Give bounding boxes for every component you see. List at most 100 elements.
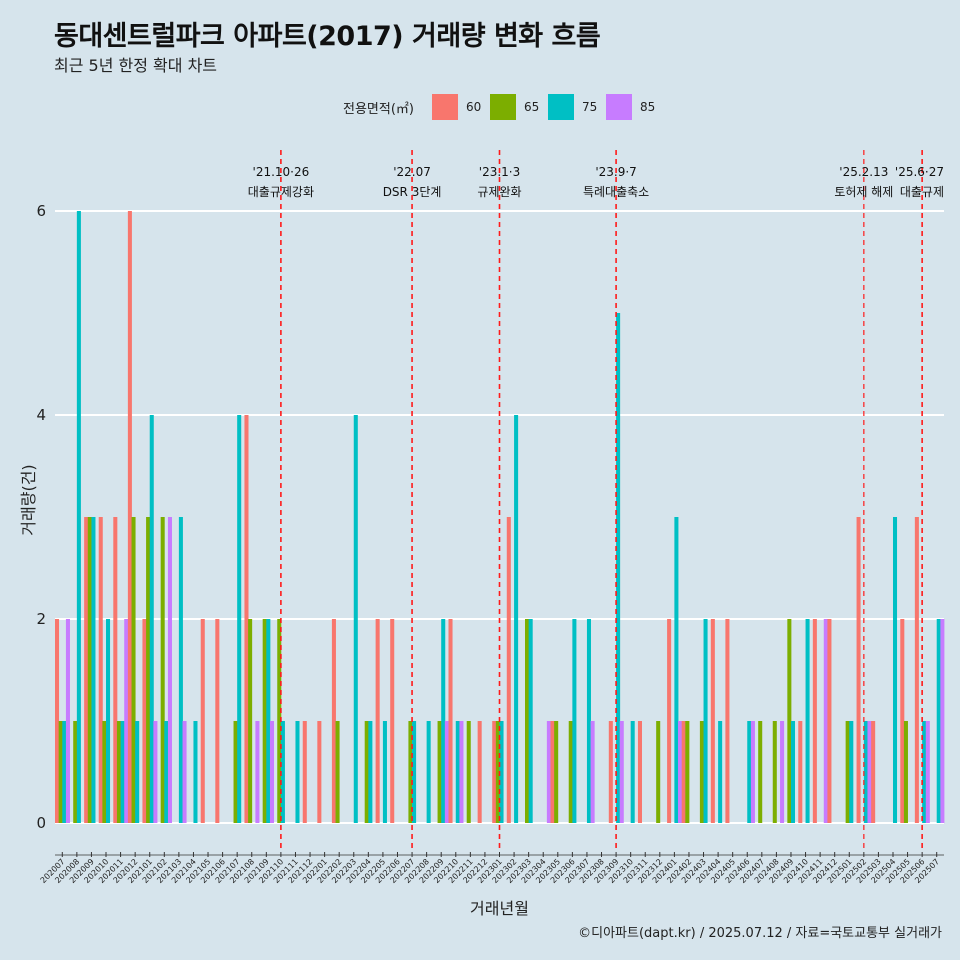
bar-202010-75 <box>106 619 111 823</box>
bar-202303-75 <box>528 619 533 823</box>
bar-202306-65 <box>568 721 573 823</box>
bar-202203-75 <box>353 415 358 823</box>
bar-202403-75 <box>703 619 708 823</box>
bar-202106-60 <box>215 619 220 823</box>
bar-202202-65 <box>335 721 340 823</box>
event-name-0: 대출규제강화 <box>248 185 314 199</box>
bar-202506-75 <box>922 721 927 823</box>
bar-202406-75 <box>747 721 752 823</box>
bar-202201-60 <box>317 721 322 823</box>
bar-202101-65 <box>146 517 151 823</box>
bar-202102-65 <box>160 517 165 823</box>
bar-202206-60 <box>390 619 395 823</box>
bar-202109-65 <box>262 619 267 823</box>
bar-202305-65 <box>554 721 559 823</box>
bar-202205-75 <box>382 721 387 823</box>
bar-202301-60 <box>492 721 497 823</box>
legend-key-65 <box>490 94 516 120</box>
bar-202110-65 <box>277 619 282 823</box>
bar-202211-65 <box>466 721 471 823</box>
bar-202110-75 <box>280 721 285 823</box>
bar-202011-60 <box>113 517 118 823</box>
bar-202309-85 <box>619 721 624 823</box>
bar-202204-75 <box>368 721 373 823</box>
bar-202304-85 <box>546 721 551 823</box>
bar-202506-85 <box>925 721 930 823</box>
chart-title: 동대센트럴파크 아파트(2017) 거래량 변화 흐름 <box>54 21 601 52</box>
bar-202412-60 <box>827 619 832 823</box>
bar-202008-75 <box>76 211 81 823</box>
bar-202111-75 <box>295 721 300 823</box>
chart-subtitle: 최근 5년 한정 확대 차트 <box>54 56 218 75</box>
bar-202405-60 <box>725 619 730 823</box>
bar-202101-60 <box>142 619 147 823</box>
bar-202401-75 <box>674 517 679 823</box>
bar-202208-75 <box>426 721 431 823</box>
bar-202302-60 <box>506 517 511 823</box>
bar-202408-85 <box>780 721 785 823</box>
bar-202011-75 <box>120 721 125 823</box>
bar-202107-65 <box>233 721 238 823</box>
legend-label-65: 65 <box>524 100 540 114</box>
legend-label-75: 75 <box>582 100 598 114</box>
bar-202501-65 <box>845 721 850 823</box>
bar-202107-75 <box>237 415 242 823</box>
bar-202010-60 <box>98 517 103 823</box>
bar-202011-85 <box>124 619 129 823</box>
bar-202009-65 <box>87 517 92 823</box>
bar-202008-65 <box>73 721 78 823</box>
bar-202009-60 <box>84 517 89 823</box>
bar-202210-60 <box>448 619 453 823</box>
y-tick-label-0: 0 <box>36 814 46 832</box>
bar-202207-75 <box>412 721 417 823</box>
bar-202409-75 <box>790 721 796 823</box>
bar-202409-65 <box>787 619 792 823</box>
bar-202502-85 <box>867 721 872 823</box>
event-name-4: 토허제 해제 <box>834 185 893 199</box>
bar-202108-60 <box>244 415 249 823</box>
bar-202402-60 <box>681 721 686 823</box>
bar-202310-75 <box>630 721 635 823</box>
bar-202204-65 <box>364 721 369 823</box>
bar-202303-65 <box>525 619 530 823</box>
bar-202402-65 <box>685 721 690 823</box>
legend-key-85 <box>606 94 632 120</box>
bar-202301-65 <box>495 721 500 823</box>
bar-202007-75 <box>62 721 67 823</box>
bar-202401-60 <box>667 619 672 823</box>
legend-label-60: 60 <box>466 100 482 114</box>
event-date-0: '21.10·26 <box>253 165 310 179</box>
event-date-2: '23.1·3 <box>479 165 520 179</box>
bar-202502-75 <box>863 721 868 823</box>
bar-202209-65 <box>437 721 442 823</box>
event-date-5: '25.6·27 <box>895 165 944 179</box>
bar-202301-75 <box>499 721 504 823</box>
bar-202209-75 <box>441 619 446 823</box>
bar-202210-85 <box>459 721 464 823</box>
bar-202502-60 <box>856 517 861 823</box>
bar-202009-75 <box>91 517 96 823</box>
bar-202207-65 <box>408 721 413 823</box>
y-axis-title: 거래량(건) <box>19 464 38 535</box>
bar-202103-75 <box>178 517 183 823</box>
legend-key-60 <box>432 94 458 120</box>
bar-202109-85 <box>269 721 275 823</box>
event-date-3: '23.9·7 <box>595 165 636 179</box>
bar-202507-75 <box>936 619 941 823</box>
bar-202103-85 <box>182 721 187 823</box>
bar-202011-65 <box>116 721 121 823</box>
bar-202309-75 <box>616 313 621 823</box>
bar-202305-60 <box>550 721 555 823</box>
bar-202010-65 <box>102 721 107 823</box>
bar-202307-75 <box>586 619 591 823</box>
bar-202408-65 <box>772 721 777 823</box>
y-tick-label-2: 2 <box>36 610 46 628</box>
event-name-5: 대출규제 <box>900 185 944 199</box>
bar-202306-75 <box>572 619 577 823</box>
caption: ©디아파트(dapt.kr) / 2025.07.12 / 자료=국토교통부 실… <box>578 926 942 941</box>
bar-202404-75 <box>718 721 723 823</box>
bar-202410-60 <box>798 721 803 823</box>
event-date-1: '22.07 <box>393 165 431 179</box>
bar-202505-60 <box>900 619 905 823</box>
bar-202503-60 <box>871 721 876 823</box>
